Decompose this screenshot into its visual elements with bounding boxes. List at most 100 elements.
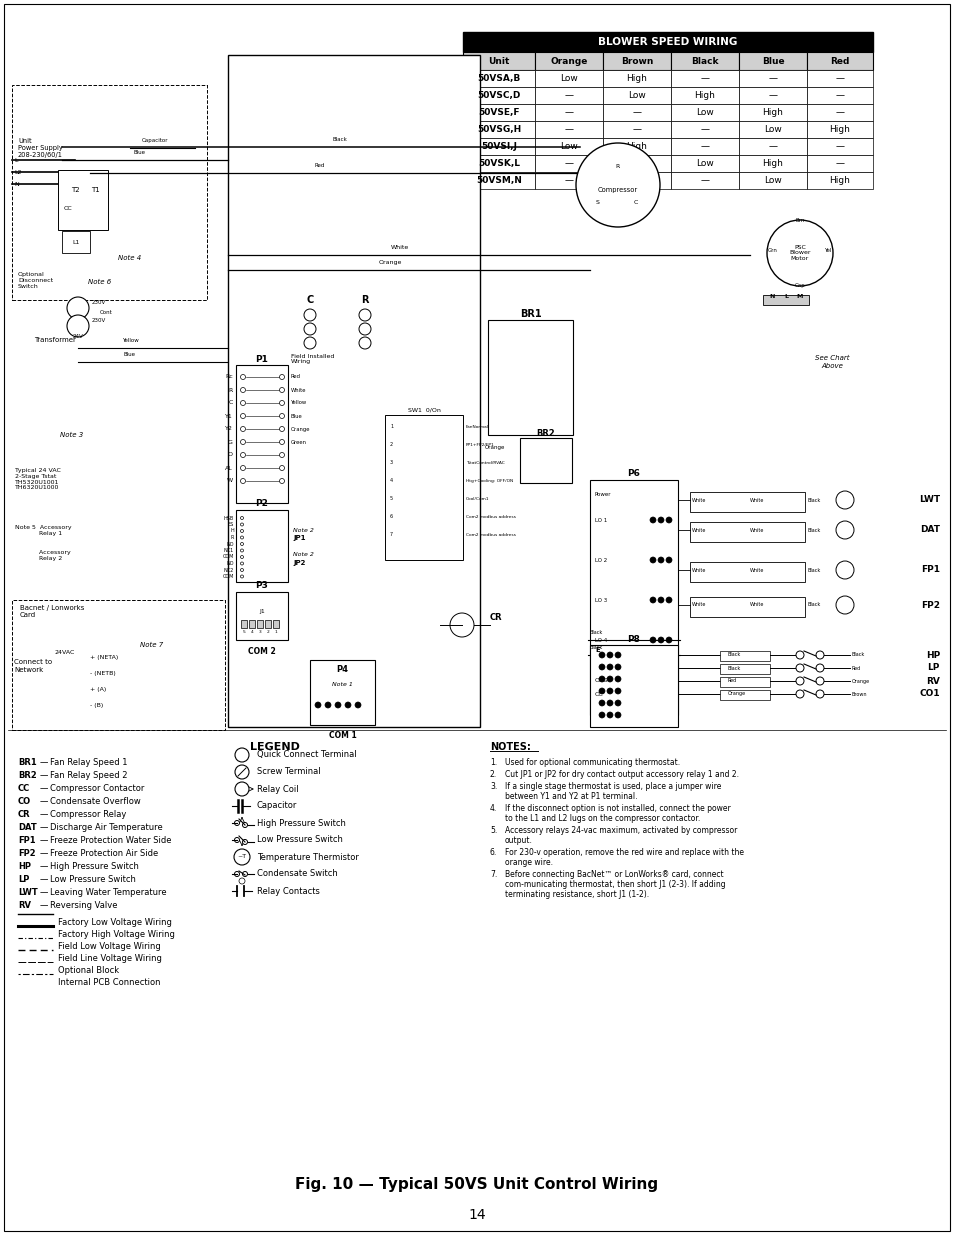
Circle shape xyxy=(598,700,604,706)
Bar xyxy=(535,104,602,121)
Text: JP2: JP2 xyxy=(293,559,305,566)
Text: orange wire.: orange wire. xyxy=(504,858,553,867)
Circle shape xyxy=(304,337,315,350)
Circle shape xyxy=(67,315,89,337)
Text: Note 6: Note 6 xyxy=(88,279,112,285)
Text: Capacitor: Capacitor xyxy=(256,802,297,810)
Circle shape xyxy=(242,823,247,827)
Text: 1: 1 xyxy=(274,630,277,634)
Bar xyxy=(689,597,804,618)
Circle shape xyxy=(279,414,284,419)
Text: 2.: 2. xyxy=(490,769,497,779)
Circle shape xyxy=(335,701,340,708)
Bar xyxy=(8,32,947,730)
Bar xyxy=(670,104,739,121)
Circle shape xyxy=(314,701,320,708)
Text: terminating resistance, short J1 (1-2).: terminating resistance, short J1 (1-2). xyxy=(504,890,648,899)
Text: Black: Black xyxy=(807,527,821,532)
Text: R: R xyxy=(231,535,233,540)
Circle shape xyxy=(239,878,245,884)
Bar xyxy=(602,138,670,156)
Text: Screw Terminal: Screw Terminal xyxy=(256,767,320,777)
Text: If a single stage thermostat is used, place a jumper wire: If a single stage thermostat is used, pl… xyxy=(504,782,720,790)
Text: to the L1 and L2 lugs on the compressor contactor.: to the L1 and L2 lugs on the compressor … xyxy=(504,814,700,823)
Bar xyxy=(806,52,872,70)
Text: R: R xyxy=(229,388,233,393)
Circle shape xyxy=(240,414,245,419)
Text: 5.: 5. xyxy=(490,826,497,835)
Text: FP1+FP2/FP1: FP1+FP2/FP1 xyxy=(465,443,495,447)
Text: Red: Red xyxy=(727,678,737,683)
Text: —: — xyxy=(768,74,777,83)
Text: Optional Block: Optional Block xyxy=(58,966,119,974)
Text: 4: 4 xyxy=(390,478,393,483)
Bar xyxy=(689,522,804,542)
Text: N: N xyxy=(14,182,19,186)
Bar xyxy=(462,138,535,156)
Text: Note 1: Note 1 xyxy=(332,683,353,688)
Text: 50VSG,H: 50VSG,H xyxy=(476,125,520,135)
Bar xyxy=(670,121,739,138)
Bar xyxy=(806,70,872,86)
Bar xyxy=(739,52,806,70)
Text: Note 5  Accessory
            Relay 1: Note 5 Accessory Relay 1 xyxy=(15,525,71,536)
Text: output.: output. xyxy=(504,836,533,845)
Text: —: — xyxy=(835,107,843,117)
Text: NO: NO xyxy=(226,561,233,566)
Text: BR1: BR1 xyxy=(519,309,540,319)
Circle shape xyxy=(67,296,89,319)
Text: White: White xyxy=(691,603,705,608)
Text: Blue: Blue xyxy=(124,352,136,357)
Text: White: White xyxy=(691,527,705,532)
Bar xyxy=(235,592,288,640)
Text: CC: CC xyxy=(18,784,30,793)
Text: White: White xyxy=(391,245,409,249)
Text: R: R xyxy=(616,164,619,169)
Text: —: — xyxy=(768,142,777,151)
Circle shape xyxy=(815,677,823,685)
Circle shape xyxy=(658,517,663,522)
Text: RV: RV xyxy=(925,677,939,685)
Text: —: — xyxy=(40,862,49,871)
Text: J1: J1 xyxy=(259,610,265,615)
Circle shape xyxy=(279,466,284,471)
Text: —: — xyxy=(564,159,573,168)
Text: Compressor Contactor: Compressor Contactor xyxy=(50,784,144,793)
Text: E: E xyxy=(595,647,599,653)
Text: FP2: FP2 xyxy=(920,600,939,610)
Bar xyxy=(58,170,108,230)
Text: DAT: DAT xyxy=(919,526,939,535)
Text: 24VAC: 24VAC xyxy=(55,650,75,655)
Text: N: N xyxy=(768,294,774,300)
Text: 50VSK,L: 50VSK,L xyxy=(477,159,519,168)
Text: —: — xyxy=(40,771,49,781)
Circle shape xyxy=(234,872,239,877)
Text: Fan Relay Speed 1: Fan Relay Speed 1 xyxy=(50,758,128,767)
Text: —: — xyxy=(564,91,573,100)
Circle shape xyxy=(240,522,243,526)
Text: LWT: LWT xyxy=(918,495,939,505)
Circle shape xyxy=(240,542,243,546)
Text: Red: Red xyxy=(291,374,301,379)
Bar xyxy=(535,70,602,86)
Text: C: C xyxy=(229,400,233,405)
Text: —: — xyxy=(700,177,709,185)
Text: —: — xyxy=(40,902,49,910)
Text: RV: RV xyxy=(18,902,30,910)
Bar xyxy=(535,86,602,104)
Circle shape xyxy=(358,324,371,335)
Text: 1.: 1. xyxy=(490,758,497,767)
Text: 4.: 4. xyxy=(490,804,497,813)
Text: Field Line Voltage Wiring: Field Line Voltage Wiring xyxy=(58,953,162,963)
Bar xyxy=(806,104,872,121)
Bar xyxy=(670,52,739,70)
Circle shape xyxy=(240,388,245,393)
Text: P8: P8 xyxy=(627,636,639,645)
Text: 50VSI,J: 50VSI,J xyxy=(480,142,517,151)
Text: Orange: Orange xyxy=(378,261,401,266)
Text: Quick Connect Terminal: Quick Connect Terminal xyxy=(256,751,356,760)
Text: High: High xyxy=(626,142,647,151)
Circle shape xyxy=(649,597,656,603)
Circle shape xyxy=(240,440,245,445)
Text: LWT: LWT xyxy=(18,888,38,897)
